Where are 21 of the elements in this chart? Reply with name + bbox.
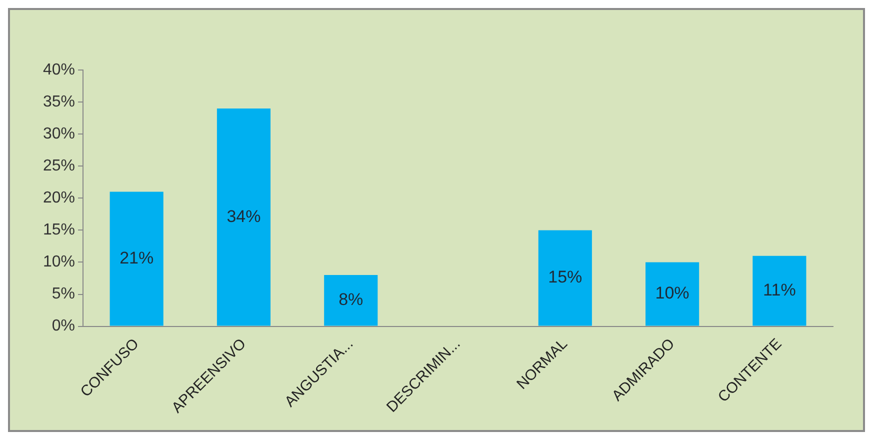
bar	[324, 275, 378, 326]
y-tick-label: 30%	[42, 125, 76, 142]
y-tick-label: 40%	[42, 61, 76, 78]
data-label: 8%	[338, 290, 364, 310]
y-tick-label: 35%	[42, 93, 76, 110]
y-tick-label: 25%	[42, 158, 76, 175]
data-label: 11%	[763, 280, 796, 300]
y-tick-label: 0%	[52, 318, 76, 335]
y-tick-label: 20%	[42, 190, 76, 207]
data-label: 21%	[120, 248, 154, 268]
bar	[538, 230, 592, 326]
data-label: 15%	[548, 268, 582, 287]
bar	[752, 256, 806, 326]
bar	[216, 108, 271, 326]
data-label: 10%	[655, 284, 690, 303]
bar	[110, 192, 164, 326]
y-tick-label: 5%	[52, 286, 76, 303]
data-label: 34%	[226, 206, 261, 226]
y-tick-label: 10%	[42, 254, 76, 271]
y-tick-label: 15%	[42, 222, 76, 239]
bar	[646, 262, 700, 326]
